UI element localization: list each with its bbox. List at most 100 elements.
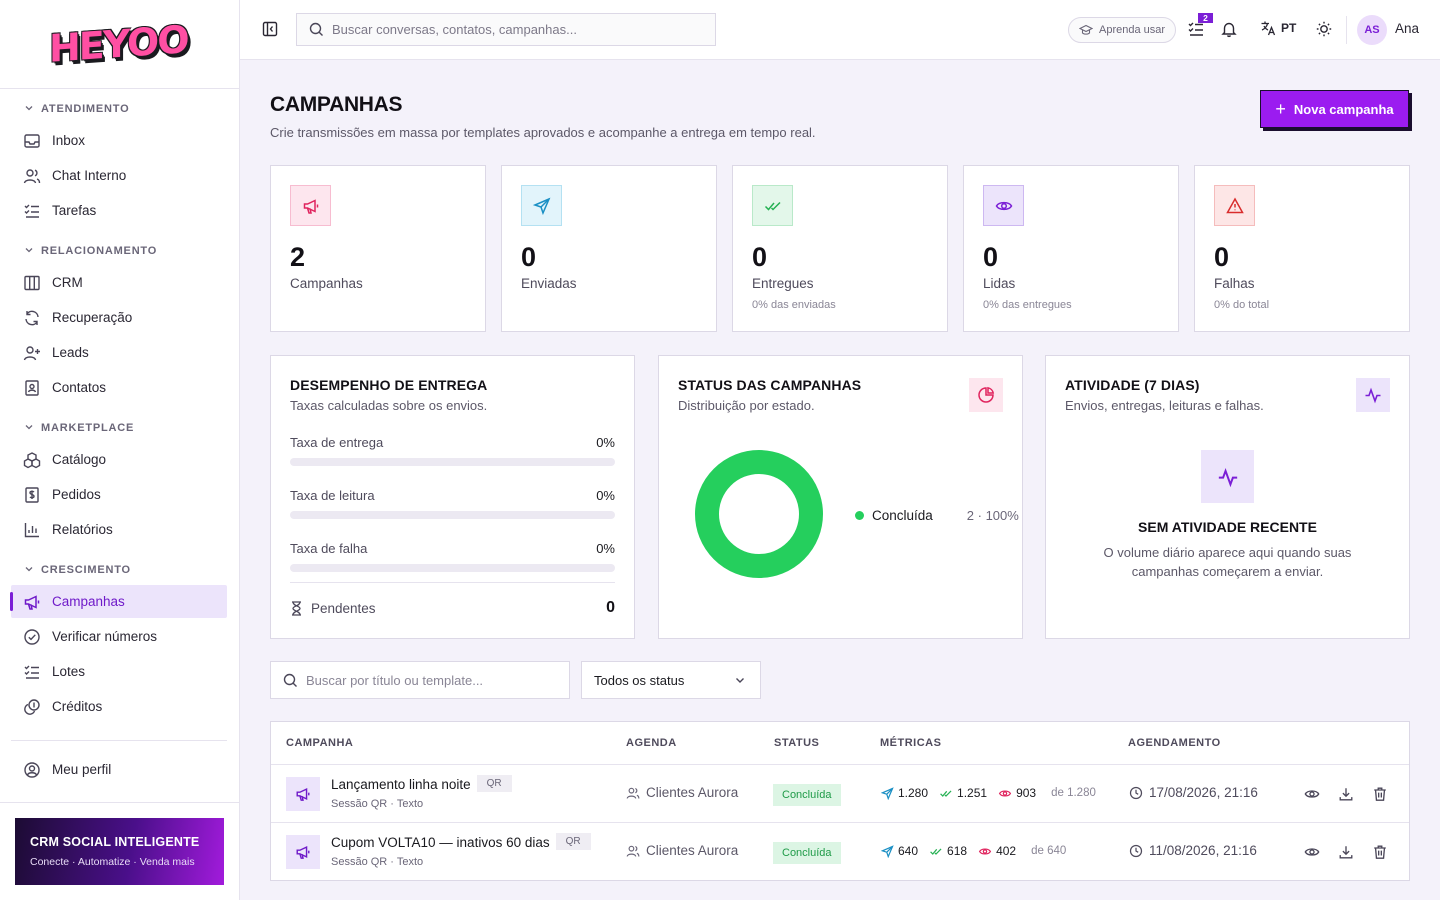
rate-label: Taxa de falha	[290, 541, 368, 556]
sidebar-item-recuperacao[interactable]: Recuperação	[11, 301, 227, 334]
sidebar-item-label: Leads	[52, 345, 89, 360]
section-atendimento[interactable]: ATENDIMENTO	[0, 95, 239, 123]
activity-empty-icon	[1201, 450, 1254, 503]
table-header: CAMPANHA AGENDA STATUS MÉTRICAS AGENDAME…	[271, 722, 1409, 765]
section-relacionamento[interactable]: RELACIONAMENTO	[0, 237, 239, 265]
column-header[interactable]: MÉTRICAS	[880, 737, 942, 749]
sidebar-item-label: CRM	[52, 275, 83, 290]
promo-banner[interactable]: CRM SOCIAL INTELIGENTE Conecte · Automat…	[15, 818, 224, 885]
plus-icon: +	[1275, 99, 1286, 119]
metric-read: 402	[996, 844, 1017, 858]
rate-value: 0%	[596, 541, 615, 556]
language-selector[interactable]: PT	[1260, 20, 1296, 36]
learn-button[interactable]: Aprenda usar	[1068, 17, 1177, 43]
section-marketplace[interactable]: MARKETPLACE	[0, 414, 239, 442]
campaigns-table: CAMPANHA AGENDA STATUS MÉTRICAS AGENDAME…	[270, 721, 1410, 881]
checklist-icon	[23, 202, 41, 220]
activity-panel: ATIVIDADE (7 DIAS) Envios, entregas, lei…	[1045, 355, 1410, 639]
chevron-down-icon	[734, 674, 746, 686]
sidebar-item-lotes[interactable]: Lotes	[11, 655, 227, 688]
trash-icon[interactable]	[1372, 844, 1388, 860]
stat-card-lidas: 0 Lidas 0% das entregues	[963, 165, 1179, 332]
clock-icon	[1129, 844, 1143, 858]
download-icon[interactable]	[1338, 844, 1354, 860]
sidebar-item-inbox[interactable]: Inbox	[11, 124, 227, 157]
status-badge: Concluída	[773, 784, 841, 806]
sidebar-nav: ATENDIMENTO Inbox Chat Interno Tarefas R…	[0, 89, 239, 786]
section-title: MARKETPLACE	[41, 422, 135, 434]
status-filter-select[interactable]: Todos os status	[581, 661, 761, 699]
campaign-metrics: 640 618 402 de 640	[881, 844, 1066, 858]
table-row[interactable]: Cupom VOLTA10 — inativos 60 dias QR Sessã…	[271, 823, 1409, 881]
sidebar-toggle-icon[interactable]	[262, 21, 278, 37]
users-icon	[626, 786, 640, 800]
sidebar-item-catalogo[interactable]: Catálogo	[11, 443, 227, 476]
stat-card-entregues: 0 Entregues 0% das enviadas	[732, 165, 948, 332]
legend-value: 2 · 100%	[966, 508, 1019, 523]
sidebar-item-contatos[interactable]: Contatos	[11, 371, 227, 404]
sidebar-item-campanhas[interactable]: Campanhas	[10, 585, 227, 618]
donut-slice-concluída[interactable]	[695, 450, 823, 578]
sidebar-item-label: Pedidos	[52, 487, 101, 502]
campaign-name[interactable]: Lançamento linha noite QR	[331, 774, 512, 792]
sun-icon[interactable]	[1315, 20, 1333, 38]
campaign-status-panel: STATUS DAS CAMPANHAS Distribuição por es…	[658, 355, 1023, 639]
sidebar-item-creditos[interactable]: Créditos	[11, 690, 227, 723]
panel-title: STATUS DAS CAMPANHAS	[678, 377, 862, 393]
sidebar-item-verificar-numeros[interactable]: Verificar números	[11, 620, 227, 653]
column-header[interactable]: AGENDA	[626, 737, 677, 749]
panel-subtitle: Taxas calculadas sobre os envios.	[290, 398, 488, 413]
rate-label: Taxa de leitura	[290, 488, 375, 503]
stat-card-falhas: 0 Falhas 0% do total	[1194, 165, 1410, 332]
campaign-name[interactable]: Cupom VOLTA10 — inativos 60 dias QR	[331, 832, 591, 850]
campaign-agenda: Clientes Aurora	[626, 785, 738, 800]
rate-failure: Taxa de falha 0%	[290, 541, 615, 572]
check-circle-icon	[23, 628, 41, 646]
view-icon[interactable]	[1304, 844, 1320, 860]
download-icon[interactable]	[1338, 786, 1354, 802]
user-plus-icon	[23, 344, 41, 362]
table-row[interactable]: Lançamento linha noite QR Sessão QR · Tex…	[271, 765, 1409, 823]
row-actions	[1304, 844, 1406, 860]
rate-delivery: Taxa de entrega 0%	[290, 435, 615, 466]
schedule-date: 11/08/2026, 21:16	[1149, 843, 1257, 858]
section-title: RELACIONAMENTO	[41, 245, 158, 257]
sidebar-item-crm[interactable]: CRM	[11, 266, 227, 299]
promo-title: CRM SOCIAL INTELIGENTE	[30, 835, 200, 849]
user-circle-icon	[23, 761, 41, 779]
avatar[interactable]: AS	[1357, 15, 1387, 45]
tasks-icon[interactable]	[1187, 20, 1205, 38]
sidebar-item-relatorios[interactable]: Relatórios	[11, 513, 227, 546]
sidebar-item-tarefas[interactable]: Tarefas	[11, 194, 227, 227]
stat-sub: 0% do total	[1214, 299, 1270, 311]
search-placeholder: Buscar por título ou template...	[306, 672, 484, 688]
sidebar-item-meu-perfil[interactable]: Meu perfil	[11, 753, 227, 786]
new-campaign-button[interactable]: + Nova campanha	[1260, 90, 1409, 128]
sidebar-item-label: Chat Interno	[52, 168, 127, 183]
view-icon[interactable]	[1304, 786, 1320, 802]
campaign-metrics: 1.280 1.251 903 de 1.280	[881, 786, 1096, 800]
column-header[interactable]: STATUS	[774, 737, 820, 749]
sidebar-item-pedidos[interactable]: Pedidos	[11, 478, 227, 511]
column-header[interactable]: AGENDAMENTO	[1128, 737, 1221, 749]
alert-triangle-icon	[1214, 185, 1255, 226]
stat-card-campanhas: 2 Campanhas	[270, 165, 486, 332]
trash-icon[interactable]	[1372, 786, 1388, 802]
section-crescimento[interactable]: CRESCIMENTO	[0, 556, 239, 584]
user-name[interactable]: Ana	[1395, 21, 1420, 36]
refresh-icon	[23, 309, 41, 327]
hourglass-icon	[290, 600, 303, 616]
logo[interactable]: HEYOO	[49, 17, 188, 71]
rate-bar	[290, 511, 615, 519]
delivery-performance-panel: DESEMPENHO DE ENTREGA Taxas calculadas s…	[270, 355, 635, 639]
new-campaign-label: Nova campanha	[1293, 101, 1394, 117]
campaign-meta: Sessão QR · Texto	[331, 798, 424, 810]
global-search-input[interactable]: Buscar conversas, contatos, campanhas...	[296, 13, 716, 46]
sidebar-item-chat-interno[interactable]: Chat Interno	[11, 159, 227, 192]
column-header[interactable]: CAMPANHA	[286, 737, 354, 749]
sidebar-item-leads[interactable]: Leads	[11, 336, 227, 369]
campaign-search-input[interactable]: Buscar por título ou template...	[270, 661, 570, 699]
bell-icon[interactable]	[1220, 20, 1238, 38]
chevron-down-icon	[24, 422, 34, 434]
channel-tag: QR	[555, 832, 591, 850]
